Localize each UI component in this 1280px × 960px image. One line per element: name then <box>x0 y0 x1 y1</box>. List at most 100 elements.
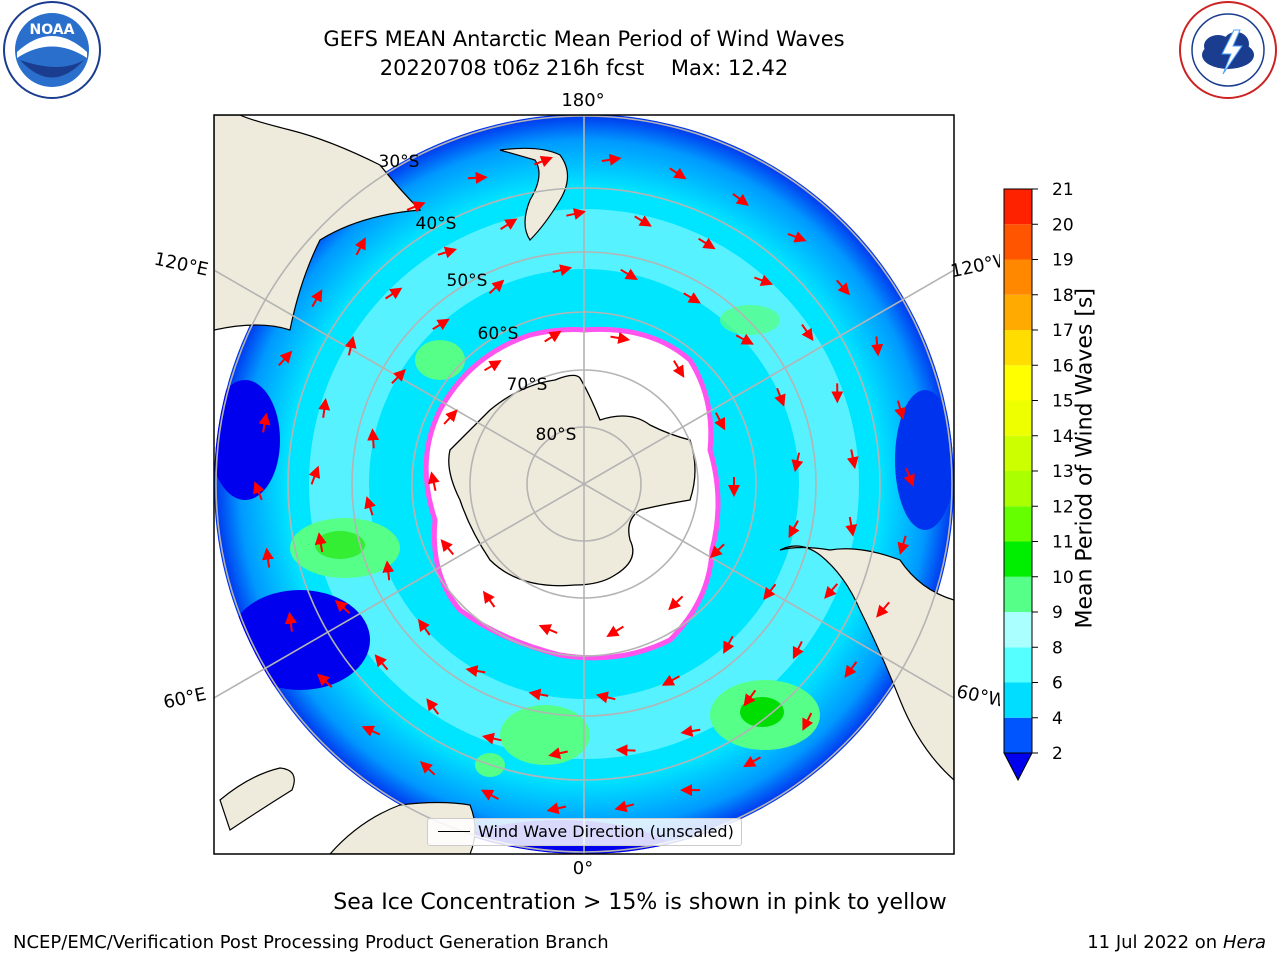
wave-arrow <box>871 336 884 357</box>
wave-arrow <box>262 547 274 568</box>
wave-arrow <box>763 583 777 601</box>
wave-arrow <box>897 535 910 555</box>
noaa-logo: NOAA <box>3 1 101 99</box>
colorbar-segment <box>1004 400 1032 436</box>
wave-arrow <box>334 599 351 615</box>
wave-arrow <box>311 289 323 308</box>
wave-arrow <box>788 520 800 539</box>
wave-arrow <box>610 332 631 344</box>
colorbar-segment <box>1004 647 1032 683</box>
lat-label-80s: 80°S <box>536 425 577 445</box>
colorbar-under-extension <box>1003 752 1033 782</box>
wave-arrow <box>528 688 549 701</box>
colorbar-segments <box>1003 188 1033 782</box>
wave-arrow <box>391 369 406 384</box>
footer-producer: NCEP/EMC/Verification Post Processing Pr… <box>13 932 609 953</box>
wave-arrow <box>316 673 333 688</box>
colorbar-segment <box>1004 435 1032 471</box>
graticule <box>214 115 954 854</box>
wave-arrow <box>680 725 701 737</box>
map-frame <box>213 114 955 855</box>
colorbar-tick-label: 14 <box>1052 427 1074 447</box>
wave-arrow <box>318 397 331 418</box>
colorbar-segment <box>1004 259 1032 295</box>
wave-arrow <box>488 279 505 294</box>
low-period-patch <box>230 590 370 690</box>
wave-arrow <box>406 201 426 213</box>
new-zealand-landmass <box>499 147 569 241</box>
sea-ice-caption: Sea Ice Concentration > 15% is shown in … <box>333 890 947 915</box>
wave-arrow <box>419 761 436 776</box>
colorbar-tick-label: 12 <box>1052 497 1074 517</box>
colorbar-segment <box>1004 224 1032 260</box>
colorbar-tick-label: 21 <box>1052 180 1074 200</box>
wave-arrow <box>426 698 440 715</box>
lon-label-180: 180° <box>561 90 604 111</box>
wave-arrow <box>802 712 814 731</box>
colorbar-segment <box>1004 717 1032 753</box>
wave-arrow <box>432 318 450 331</box>
wave-arrow <box>836 279 850 296</box>
wave-arrow <box>743 756 761 768</box>
wave-arrow <box>566 208 586 220</box>
wave-arrow <box>791 452 804 473</box>
wave-arrow <box>698 237 716 250</box>
colorbar-tick-label: 9 <box>1052 603 1063 623</box>
wave-arrow <box>672 360 685 378</box>
wave-arrow <box>792 640 804 660</box>
wave-arrow <box>844 661 858 678</box>
wave-arrow <box>634 215 652 227</box>
wave-arrow <box>500 218 518 230</box>
footer-date-text: 11 Jul 2022 on <box>1087 932 1223 953</box>
colorbar-ticks: 2 4 6 8 9 10 11 12 13 14 15 16 17 18 19 20 21 <box>1032 180 1074 764</box>
wave-arrow <box>709 543 725 559</box>
map-area <box>214 115 954 854</box>
wave-arrow <box>253 481 265 501</box>
wave-arrow <box>437 246 458 259</box>
wave-arrow <box>440 539 455 556</box>
wave-arrow <box>548 747 568 760</box>
colorbar-segment <box>1004 294 1032 330</box>
wave-arrow <box>258 412 271 433</box>
colorbar-segment <box>1004 576 1032 612</box>
wave-arrow <box>467 171 488 184</box>
wave-arrow <box>723 635 735 654</box>
colorbar-segment <box>1004 541 1032 577</box>
south-america-landmass <box>779 545 954 781</box>
colorbar-tick-label: 17 <box>1052 321 1074 341</box>
colorbar-tick-label: 11 <box>1052 533 1074 553</box>
colorbar-segment <box>1004 365 1032 401</box>
colorbar-segment <box>1004 612 1032 648</box>
lon-label-0: 0° <box>573 858 593 879</box>
nws-logo <box>1179 1 1277 99</box>
wave-arrow <box>538 624 558 636</box>
wave-arrow <box>774 387 786 407</box>
wave-arrow <box>614 800 635 813</box>
wave-arrow <box>595 691 616 704</box>
wave-arrow <box>601 153 622 166</box>
wave-arrow <box>787 231 807 243</box>
wave-arrow <box>443 409 458 425</box>
wave-arrow <box>714 412 726 431</box>
footer-machine: Hera <box>1222 932 1266 953</box>
wave-arrow <box>546 802 567 815</box>
colorbar-tick-label: 4 <box>1052 709 1063 729</box>
colorbar-tick-label: 20 <box>1052 215 1074 235</box>
colorbar-segment <box>1004 330 1032 366</box>
colorbar-tick-label: 19 <box>1052 251 1074 271</box>
wave-arrow <box>743 689 757 707</box>
wave-arrow <box>732 193 749 206</box>
wave-arrow <box>903 467 915 487</box>
map-legend: Wind Wave Direction (unscaled) <box>427 818 742 846</box>
wave-arrow <box>620 268 638 280</box>
wave-arrow <box>606 625 624 638</box>
wave-arrow <box>361 725 381 737</box>
wave-arrow <box>367 428 380 449</box>
wave-arrow <box>284 611 297 632</box>
wave-arrow <box>552 264 573 277</box>
colorbar-segment <box>1004 189 1032 225</box>
map-title: GEFS MEAN Antarctic Mean Period of Wind … <box>323 27 845 51</box>
wave-arrow <box>308 465 321 485</box>
noaa-logo-text: NOAA <box>30 22 75 38</box>
wave-arrow <box>344 335 357 356</box>
